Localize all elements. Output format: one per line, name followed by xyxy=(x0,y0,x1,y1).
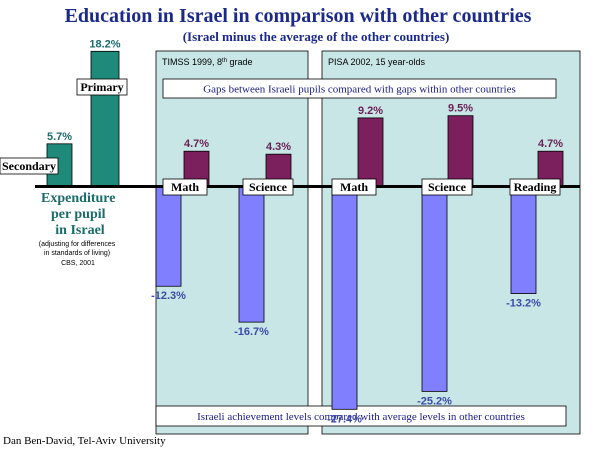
gaps-note: Gaps between Israeli pupils compared wit… xyxy=(203,84,516,96)
achievement-category-label-box xyxy=(162,178,208,196)
expenditure-label-line: per pupil xyxy=(51,207,106,222)
achievement-category-label-box xyxy=(331,178,377,196)
expenditure-bar xyxy=(90,50,120,187)
achievement-category-label: Science xyxy=(249,180,288,194)
chart-title: Education in Israel in comparison with o… xyxy=(65,5,532,27)
achievement-level-value-label: -13.2% xyxy=(506,298,541,310)
achievement-category-label-box xyxy=(509,178,561,196)
achievement-level-value-label: -16.7% xyxy=(234,326,269,338)
expenditure-value-label: 18.2% xyxy=(89,38,120,50)
expenditure-category-label-box xyxy=(76,78,128,96)
achievement-level-value-label: -25.2% xyxy=(417,395,452,407)
achievement-gap-value-label: 4.7% xyxy=(538,138,563,150)
achievement-level-value-label: -12.3% xyxy=(151,290,186,302)
expenditure-value-label: 5.7% xyxy=(47,131,72,143)
achievement-level-bar xyxy=(331,185,358,410)
expenditure-note-line: CBS, 2001 xyxy=(61,260,95,267)
achievement-gap-bar xyxy=(447,115,474,187)
expenditure-label-line: Expenditure xyxy=(41,191,115,206)
expenditure-category-label: Secondary xyxy=(2,159,56,173)
achievement-category-label-box xyxy=(242,178,294,196)
category-labels-layer: Secondary Primary Math Science Math Science Re… xyxy=(0,78,561,196)
expenditure-note: (adjusting for differences in standards … xyxy=(39,241,117,267)
achievement-level-value-label: -27.4% xyxy=(327,413,362,425)
gaps-note-box xyxy=(162,78,557,99)
timss-panel-title: TIMSS 1999, 8th grade xyxy=(162,57,253,67)
expenditure-note-line: in standards of living) xyxy=(44,250,110,257)
achievement-category-label-box xyxy=(421,178,473,196)
achievement-level-bar xyxy=(155,185,182,287)
bars-layer: 5.7% 18.2% -12.3% 4.7% -16.7% 4.3% -27.4% 9.2% -… xyxy=(46,38,564,425)
achievement-gap-value-label: 4.7% xyxy=(184,138,209,150)
achievement-level-bar xyxy=(421,185,448,392)
levels-note: Israeli achievement levels compared with… xyxy=(197,411,525,423)
achievement-category-label: Reading xyxy=(514,180,557,194)
achievement-level-bar xyxy=(510,185,537,294)
pisa-panel-title: PISA 2002, 15 year-olds xyxy=(328,57,426,67)
pisa-panel xyxy=(321,50,581,435)
expenditure-note-line: (adjusting for differences xyxy=(39,241,116,248)
achievement-category-label: Math xyxy=(340,180,368,194)
achievement-gap-bar xyxy=(357,117,384,187)
expenditure-category-label: Primary xyxy=(80,80,123,94)
achievement-gap-value-label: 9.5% xyxy=(448,103,473,115)
expenditure-label: Expenditure per pupil in Israel xyxy=(41,191,119,238)
achievement-level-bar xyxy=(238,185,265,323)
expenditure-label-line: in Israel xyxy=(55,223,105,238)
achievement-category-label: Science xyxy=(428,180,467,194)
achievement-gap-value-label: 9.2% xyxy=(358,105,383,117)
credit-text: Dan Ben-David, Tel-Aviv University xyxy=(3,435,166,447)
chart-subtitle: (Israel minus the average of the other c… xyxy=(183,29,450,44)
achievement-gap-value-label: 4.3% xyxy=(266,141,291,153)
levels-note-box xyxy=(155,405,567,427)
achievement-category-label: Math xyxy=(171,180,199,194)
expenditure-category-label-box xyxy=(0,157,59,175)
